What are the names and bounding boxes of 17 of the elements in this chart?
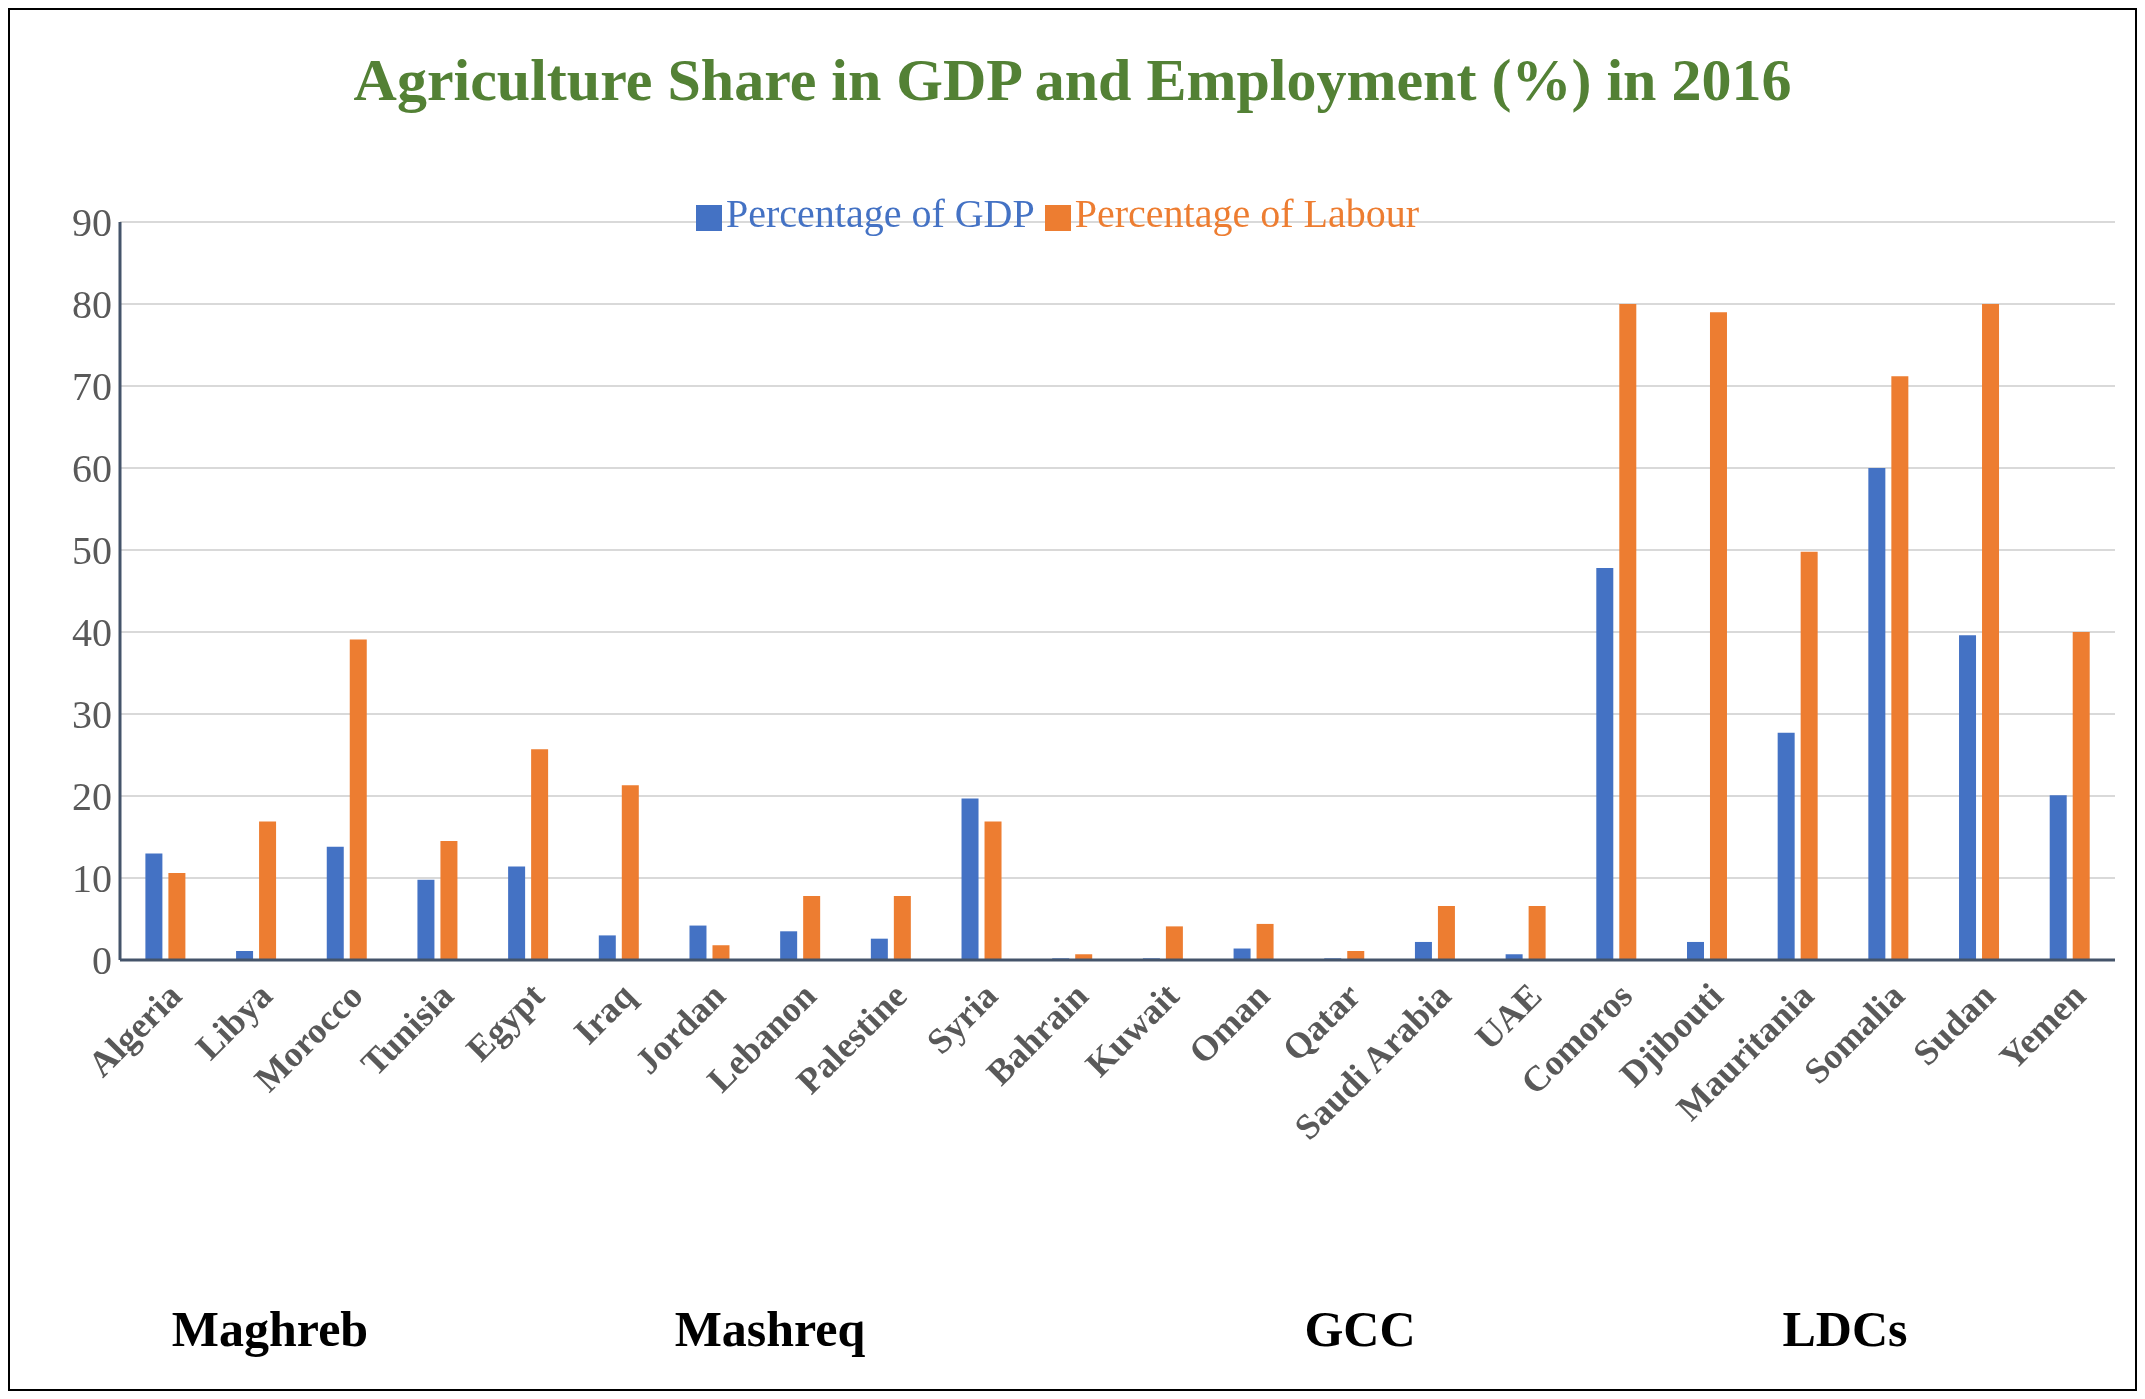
- y-tick-label: 80: [72, 282, 112, 328]
- y-tick-label: 20: [72, 774, 112, 820]
- chart-title: Agriculture Share in GDP and Employment (%) in 2016: [352, 46, 1793, 115]
- y-tick-label: 90: [72, 200, 112, 246]
- legend-label: Percentage of GDP: [725, 191, 1035, 236]
- text: Maghreb: [170, 1300, 370, 1358]
- y-tick-label: 30: [72, 692, 112, 738]
- text: Mashreq: [673, 1300, 867, 1358]
- text: LDCs: [1781, 1300, 1909, 1358]
- legend-label: Percentage of Labour: [1074, 191, 1420, 236]
- y-tick-label: 50: [72, 528, 112, 574]
- y-tick-label: 40: [72, 610, 112, 656]
- y-tick-label: 60: [72, 446, 112, 492]
- y-tick-label: 0: [92, 938, 112, 984]
- text: GCC: [1303, 1300, 1417, 1358]
- y-tick-label: 70: [72, 364, 112, 410]
- y-tick-label: 10: [72, 856, 112, 902]
